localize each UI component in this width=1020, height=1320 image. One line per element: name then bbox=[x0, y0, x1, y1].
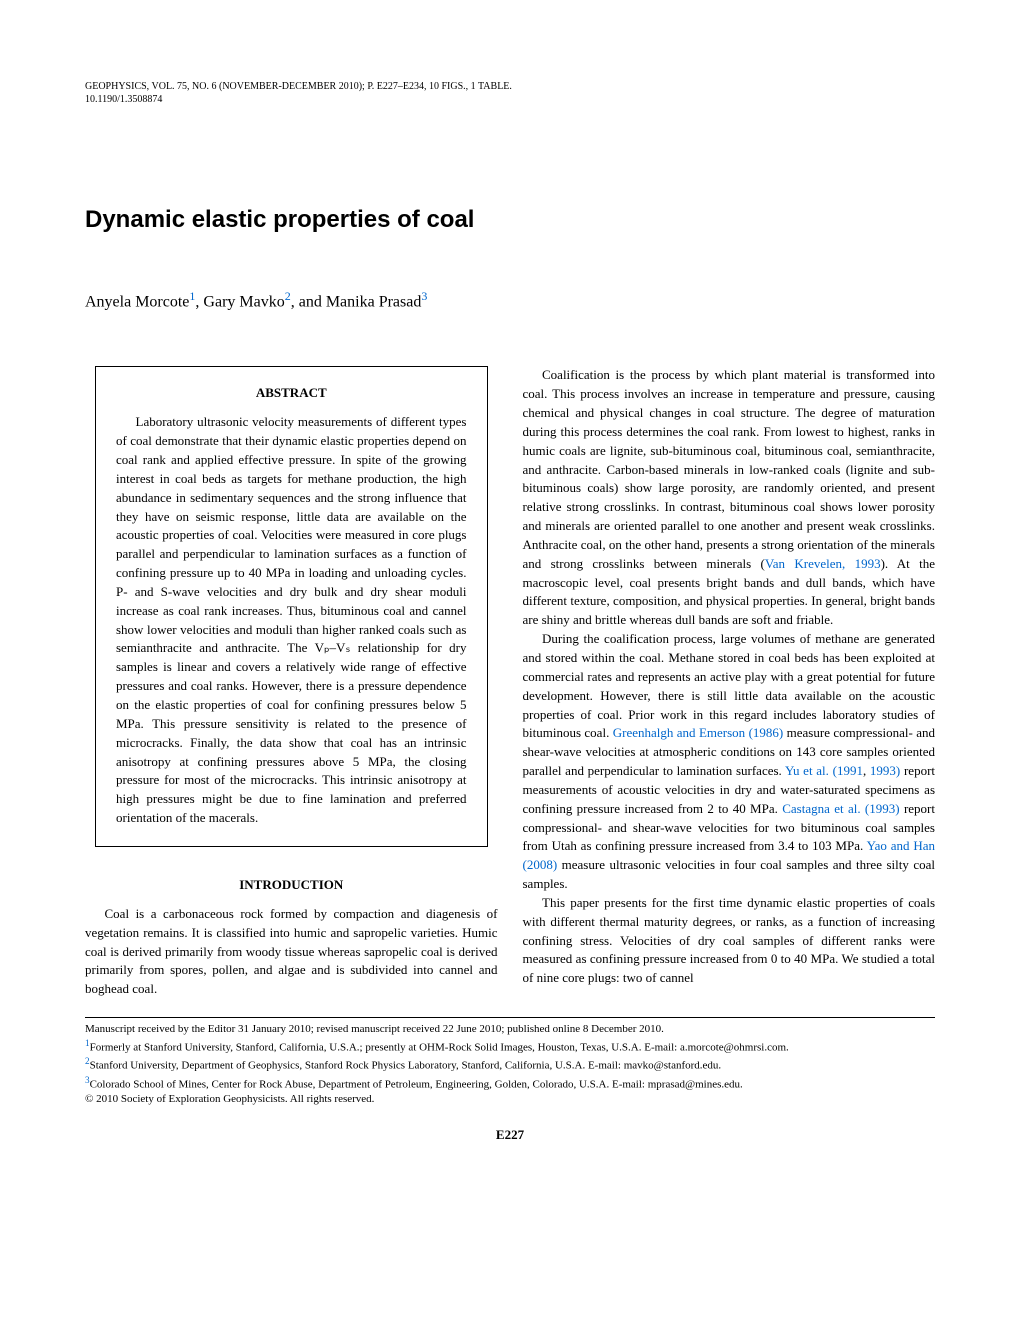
cite-vankrevelen[interactable]: Van Krevelen, 1993 bbox=[765, 556, 881, 571]
right-p2-f: measure ultrasonic velocities in four co… bbox=[523, 857, 936, 891]
footnotes: Manuscript received by the Editor 31 Jan… bbox=[85, 1017, 935, 1107]
introduction-body: Coal is a carbonaceous rock formed by co… bbox=[85, 905, 498, 999]
right-p3: This paper presents for the first time d… bbox=[523, 894, 936, 988]
journal-meta-line2: 10.1190/1.3508874 bbox=[85, 93, 935, 106]
right-column: Coalification is the process by which pl… bbox=[523, 366, 936, 999]
right-p1: Coalification is the process by which pl… bbox=[523, 366, 936, 630]
author-2: Gary Mavko bbox=[203, 293, 284, 310]
footnote-1: 1Formerly at Stanford University, Stanfo… bbox=[85, 1037, 935, 1056]
cite-castagna[interactable]: Castagna et al. (1993) bbox=[782, 801, 899, 816]
right-p1-a: Coalification is the process by which pl… bbox=[523, 367, 936, 570]
cite-yu1993[interactable]: 1993) bbox=[870, 763, 900, 778]
journal-meta-line1: GEOPHYSICS, VOL. 75, NO. 6 (NOVEMBER-DEC… bbox=[85, 80, 935, 93]
journal-header: GEOPHYSICS, VOL. 75, NO. 6 (NOVEMBER-DEC… bbox=[85, 80, 935, 106]
abstract-text: Laboratory ultrasonic velocity measureme… bbox=[116, 413, 467, 828]
footnote-2-text: Stanford University, Department of Geoph… bbox=[90, 1060, 722, 1072]
right-p2-a: During the coalification process, large … bbox=[523, 631, 936, 740]
right-p2-c: , bbox=[863, 763, 870, 778]
footnote-2: 2Stanford University, Department of Geop… bbox=[85, 1055, 935, 1074]
cite-yu1991[interactable]: Yu et al. (1991 bbox=[785, 763, 863, 778]
left-column: ABSTRACT Laboratory ultrasonic velocity … bbox=[85, 366, 498, 999]
footnote-3-text: Colorado School of Mines, Center for Roc… bbox=[90, 1079, 743, 1091]
page-number: E227 bbox=[85, 1127, 935, 1143]
authors-line: Anyela Morcote1, Gary Mavko2, and Manika… bbox=[85, 289, 935, 311]
author-sep2: , and bbox=[291, 293, 326, 310]
author-3-affil[interactable]: 3 bbox=[421, 289, 427, 303]
abstract-box: ABSTRACT Laboratory ultrasonic velocity … bbox=[95, 366, 488, 847]
footnote-1-text: Formerly at Stanford University, Stanfor… bbox=[90, 1042, 789, 1054]
abstract-heading: ABSTRACT bbox=[116, 385, 467, 401]
intro-p1: Coal is a carbonaceous rock formed by co… bbox=[85, 905, 498, 999]
right-p2: During the coalification process, large … bbox=[523, 630, 936, 894]
cite-greenhalgh[interactable]: Greenhalgh and Emerson (1986) bbox=[613, 725, 784, 740]
two-column-layout: ABSTRACT Laboratory ultrasonic velocity … bbox=[85, 366, 935, 999]
page: GEOPHYSICS, VOL. 75, NO. 6 (NOVEMBER-DEC… bbox=[0, 0, 1020, 1183]
footnote-3: 3Colorado School of Mines, Center for Ro… bbox=[85, 1074, 935, 1093]
author-3: Manika Prasad bbox=[326, 293, 422, 310]
author-1: Anyela Morcote bbox=[85, 293, 189, 310]
article-title: Dynamic elastic properties of coal bbox=[85, 206, 935, 234]
copyright: © 2010 Society of Exploration Geophysici… bbox=[85, 1092, 935, 1107]
introduction-heading: INTRODUCTION bbox=[85, 877, 498, 893]
manuscript-info: Manuscript received by the Editor 31 Jan… bbox=[85, 1022, 935, 1037]
